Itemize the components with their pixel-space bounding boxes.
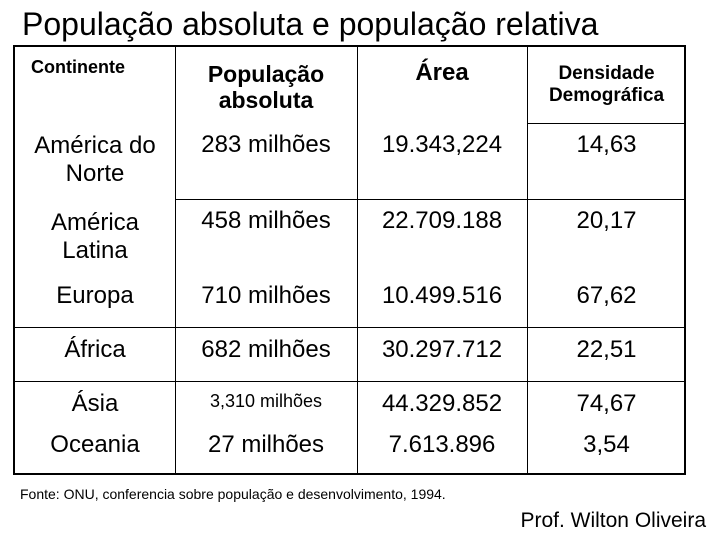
row-oceania-population: 27 milhões xyxy=(207,431,325,459)
author-credit: Prof. Wilton Oliveira xyxy=(520,509,706,532)
row-america-latina-density: 20,17 xyxy=(576,207,637,235)
row-africa-area: 30.297.712 xyxy=(381,336,503,364)
data-table: Continente População absoluta Área Densi… xyxy=(13,45,686,475)
row-america-norte-area: 19.343,224 xyxy=(381,131,503,159)
row-africa-continent: África xyxy=(64,336,126,364)
row-europa-continent: Europa xyxy=(56,282,134,310)
row-divider xyxy=(15,327,684,328)
row-asia-area: 44.329.852 xyxy=(381,390,503,418)
row-america-latina-population: 458 milhões xyxy=(201,207,331,235)
row-asia-continent: Ásia xyxy=(71,390,119,418)
row-asia-density: 74,67 xyxy=(576,390,637,418)
row-oceania-continent: Oceania xyxy=(50,431,140,459)
row-oceania-area: 7.613.896 xyxy=(388,431,496,459)
header-area: Área xyxy=(415,59,469,87)
column-divider xyxy=(527,47,528,473)
column-divider xyxy=(175,47,176,473)
row-oceania-density: 3,54 xyxy=(583,431,630,459)
header-divider xyxy=(527,123,684,124)
row-america-norte-density: 14,63 xyxy=(576,131,637,159)
row-america-norte-continent: América do Norte xyxy=(34,132,156,187)
row-africa-density: 22,51 xyxy=(576,336,637,364)
source-note: Fonte: ONU, conferencia sobre população … xyxy=(20,486,446,502)
row-europa-area: 10.499.516 xyxy=(381,282,503,310)
column-divider xyxy=(357,47,358,473)
row-asia-population: 3,310 milhões xyxy=(209,390,323,411)
header-population: População absoluta xyxy=(207,60,325,113)
page-title: População absoluta e população relativa xyxy=(22,6,599,42)
row-america-latina-area: 22.709.188 xyxy=(381,207,503,235)
row-america-norte-population: 283 milhões xyxy=(201,131,331,159)
row-america-latina-continent: América Latina xyxy=(50,209,140,264)
row-europa-population: 710 milhões xyxy=(201,282,331,310)
row-africa-population: 682 milhões xyxy=(201,336,331,364)
row-divider xyxy=(175,199,684,200)
row-divider xyxy=(15,381,684,382)
header-density: Densidade Demográfica xyxy=(548,63,665,106)
row-europa-density: 67,62 xyxy=(576,282,637,310)
header-continent: Continente xyxy=(31,57,125,77)
